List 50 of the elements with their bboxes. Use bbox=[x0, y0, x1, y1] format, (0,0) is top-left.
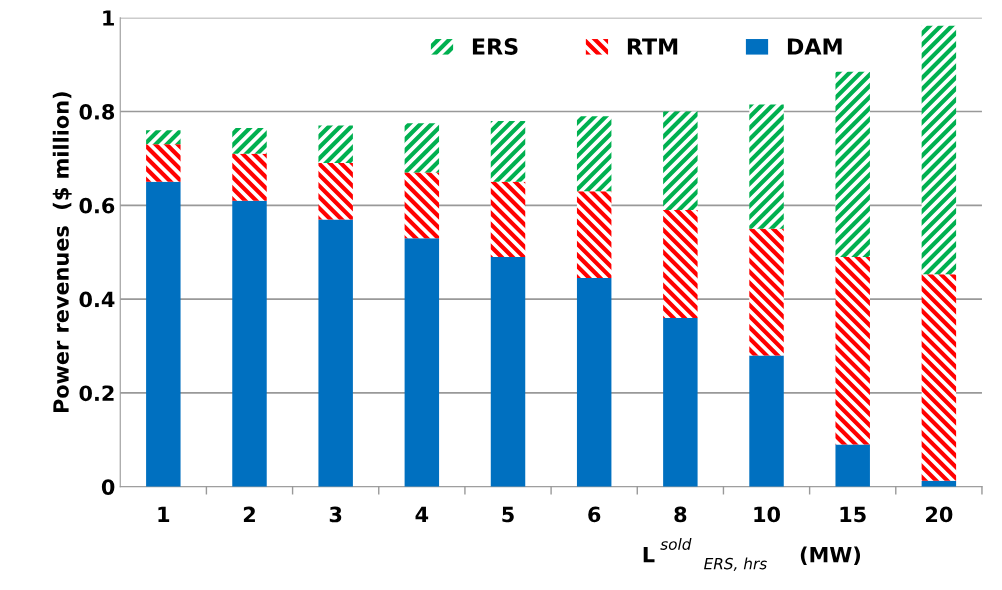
bar bbox=[749, 104, 784, 229]
bar bbox=[490, 256, 526, 487]
x-tick-label: 10 bbox=[754, 506, 781, 523]
x-tick-label: 1 bbox=[158, 506, 170, 523]
bar bbox=[576, 116, 612, 192]
bar bbox=[146, 181, 181, 487]
bar bbox=[663, 111, 698, 211]
bar bbox=[318, 163, 353, 220]
bar bbox=[663, 210, 698, 318]
bar bbox=[232, 153, 267, 201]
x-tick-label: 6 bbox=[588, 506, 601, 523]
bar bbox=[921, 274, 957, 481]
x-tick-label: 15 bbox=[840, 506, 866, 523]
bar bbox=[749, 355, 784, 487]
bar bbox=[835, 71, 870, 257]
bar bbox=[921, 25, 957, 275]
x-tick-label: 4 bbox=[415, 506, 429, 523]
text: LsoldERS, hrs (MW) bbox=[643, 538, 861, 571]
bar bbox=[318, 219, 353, 487]
bar bbox=[663, 317, 698, 487]
y-tick-label: 0.2 bbox=[79, 385, 114, 402]
bar bbox=[232, 127, 267, 154]
bar bbox=[576, 191, 612, 279]
bar bbox=[490, 181, 526, 257]
bar bbox=[404, 172, 440, 239]
y-tick-label: 0.6 bbox=[79, 197, 115, 214]
bar bbox=[404, 123, 440, 173]
legend-label: DAM bbox=[787, 38, 842, 55]
y-tick-label: 0.8 bbox=[79, 103, 115, 120]
legend-label: RTM bbox=[627, 38, 678, 55]
bar bbox=[835, 256, 870, 445]
bar bbox=[146, 130, 181, 145]
bar bbox=[490, 120, 526, 182]
x-tick-label: 2 bbox=[243, 506, 255, 523]
bar bbox=[146, 144, 181, 182]
bar bbox=[749, 228, 784, 356]
bar bbox=[404, 238, 440, 487]
bar bbox=[576, 278, 612, 487]
x-tick-label: 8 bbox=[674, 506, 687, 523]
bar bbox=[318, 125, 353, 164]
bar bbox=[232, 200, 267, 487]
x-tick-label: 20 bbox=[926, 506, 953, 523]
x-tick-label: 5 bbox=[502, 506, 514, 523]
bar bbox=[835, 444, 870, 487]
y-tick-label: 0.4 bbox=[79, 291, 115, 308]
x-tick-label: 3 bbox=[329, 506, 342, 523]
legend-label: ERS bbox=[472, 38, 518, 55]
y-tick-label: 1 bbox=[103, 10, 114, 26]
y-axis-title: Power revenues ($ million) bbox=[52, 92, 72, 413]
y-tick-label: 0 bbox=[101, 479, 115, 495]
